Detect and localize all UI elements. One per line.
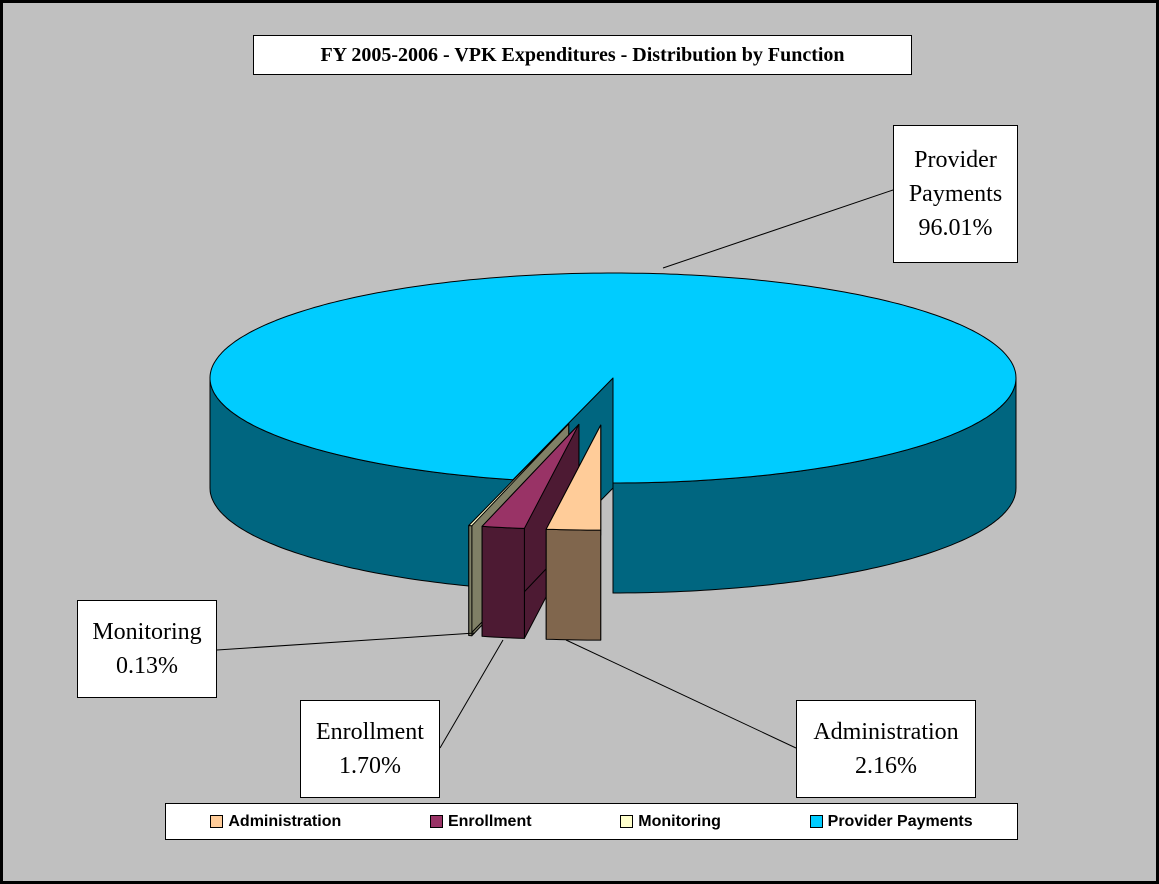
data-label-value: 0.13% [116, 653, 178, 679]
legend-item: Administration [210, 813, 341, 831]
leader-line [565, 639, 797, 749]
legend-swatch [809, 815, 823, 828]
data-label: Administration 2.16% [796, 700, 976, 798]
data-label-name: Provider Payments [908, 147, 1003, 207]
slice-wall [481, 525, 525, 639]
legend-label: Administration [228, 812, 342, 830]
legend-label: Provider Payments [827, 812, 973, 830]
slice-top [468, 423, 570, 527]
legend-item: Provider Payments [809, 812, 973, 831]
slice-wall [468, 525, 473, 637]
leader-line [662, 189, 894, 269]
legend-swatch [210, 815, 224, 828]
data-label-name: Enrollment [316, 719, 424, 745]
legend: Administration Enrollment Monitoring Provid… [165, 803, 1018, 840]
data-label-value: 1.70% [339, 753, 401, 779]
slice-top [545, 424, 602, 531]
legend-swatch [620, 815, 634, 828]
legend-swatch [429, 815, 443, 828]
data-label-name: Administration [813, 719, 959, 745]
chart-title: FY 2005-2006 - VPK Expenditures - Distri… [253, 35, 912, 75]
leader-line [439, 639, 504, 749]
slice-wall [545, 528, 602, 641]
legend-label: Enrollment [447, 812, 532, 830]
leader-line [216, 632, 476, 651]
slice-top [481, 423, 580, 529]
legend-item: Enrollment [429, 812, 532, 831]
data-label-value: 2.16% [855, 753, 917, 779]
data-label-value: 96.01% [918, 215, 993, 241]
data-label: Provider Payments 96.01% [893, 125, 1018, 263]
data-label: Monitoring 0.13% [77, 600, 217, 698]
legend-item: Monitoring [620, 813, 721, 831]
pie-area [209, 189, 1017, 749]
data-label-name: Monitoring [92, 619, 202, 645]
data-label: Enrollment 1.70% [300, 700, 440, 798]
slice-top [209, 272, 1017, 484]
legend-label: Monitoring [638, 812, 721, 830]
